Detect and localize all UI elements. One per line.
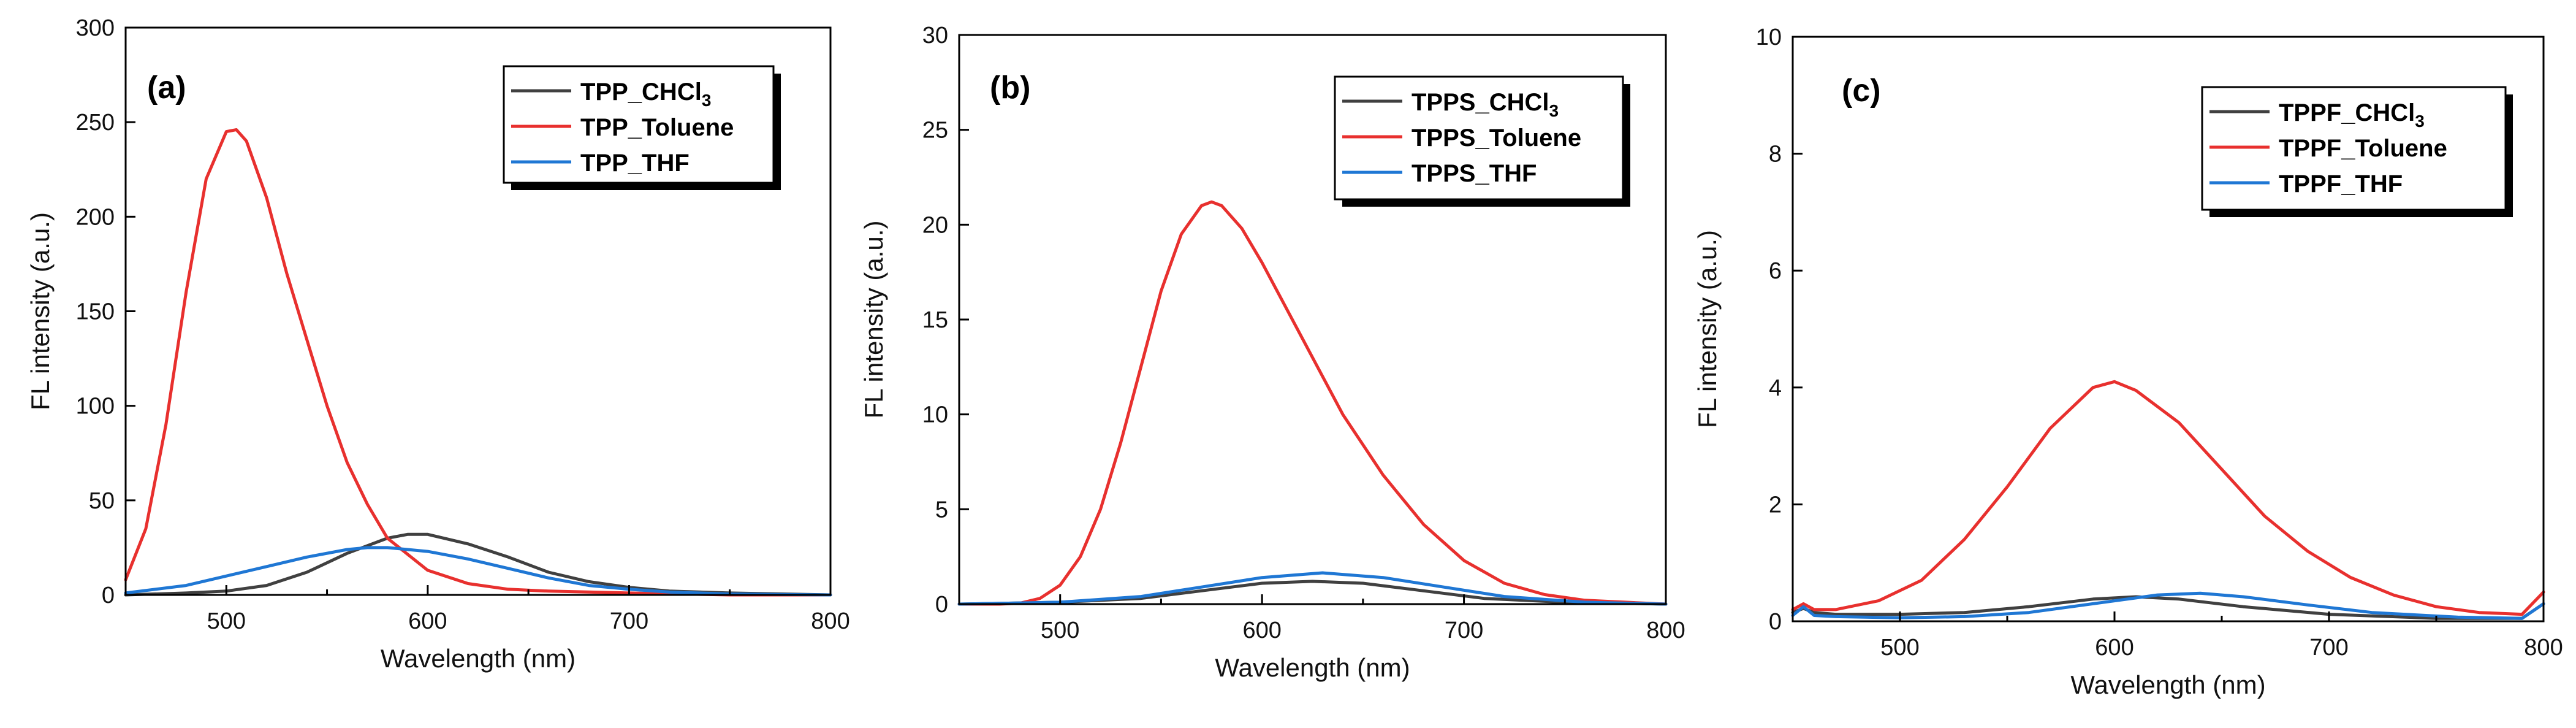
y-tick-label: 300 [76, 15, 115, 41]
x-tick-label: 800 [2524, 635, 2563, 661]
legend-entry: TPPS_THF [1411, 160, 1537, 187]
y-tick-label: 5 [935, 497, 948, 523]
y-axis-label: FL intensity (a.u.) [1693, 230, 1722, 428]
y-tick-label: 200 [76, 204, 115, 230]
y-tick-label: 10 [1756, 25, 1782, 50]
y-tick-label: 6 [1769, 258, 1782, 284]
y-tick-label: 0 [935, 592, 948, 618]
x-tick-label: 800 [811, 608, 849, 634]
legend-entry: TPP_THF [580, 150, 690, 177]
y-axis-label: FL intensity (a.u.) [26, 212, 55, 410]
legend-entry: TPPF_Toluene [2279, 135, 2447, 162]
x-tick-label: 600 [408, 608, 447, 634]
y-axis-label: FL intensity (a.u.) [859, 221, 888, 419]
y-tick-label: 250 [76, 110, 115, 136]
y-tick-label: 50 [89, 488, 115, 514]
panel-3: 500 600 700 800 0 2 4 6 8 10 Wavelength (nm) FL int… [1693, 25, 2563, 699]
series-line-tppf-thf [1791, 591, 2545, 620]
series-line-tpps-toluene [957, 200, 1668, 606]
x-axis-label: Wavelength (nm) [1215, 653, 1410, 682]
legend-entry: TPPS_CHCl3 [1411, 89, 1559, 120]
x-tick-label: 700 [2309, 635, 2348, 661]
legend-entry: TPP_CHCl3 [580, 79, 711, 110]
series-line-tppf-chcl [1791, 595, 2545, 620]
series-line-tppf-toluene [1791, 380, 2545, 616]
x-axis-label: Wavelength (nm) [2070, 670, 2265, 699]
x-tick-label: 600 [2095, 635, 2133, 661]
series-line-tpp-thf [124, 546, 832, 597]
y-tick-label: 100 [76, 394, 115, 420]
y-tick-label: 2 [1769, 492, 1782, 518]
legend-entry: TPPS_Toluene [1411, 125, 1581, 151]
x-tick-label: 500 [1880, 635, 1919, 661]
x-tick-label: 800 [1646, 618, 1685, 643]
y-tick-label: 150 [76, 299, 115, 325]
x-axis-label: Wavelength (nm) [381, 644, 576, 673]
y-tick-label: 4 [1769, 375, 1782, 401]
y-tick-label: 25 [922, 118, 948, 144]
panel-label: (b) [990, 70, 1030, 105]
y-tick-label: 0 [102, 583, 115, 608]
x-tick-label: 700 [1445, 618, 1483, 643]
y-tick-label: 20 [922, 212, 948, 238]
series-line-tpps-thf [957, 571, 1668, 606]
y-tick-label: 10 [922, 402, 948, 428]
x-tick-label: 600 [1242, 618, 1281, 643]
y-tick-label: 0 [1769, 609, 1782, 635]
y-tick-label: 15 [922, 307, 948, 333]
series-line-tpp-chcl [124, 532, 832, 597]
series-line-tpp-toluene [124, 128, 832, 597]
panel-2: 500 600 700 800 0 5 10 15 20 25 30 Wavelength (nm) F… [859, 23, 1685, 682]
panel-1: 500 600 700 800 0 50 100 150 200 250 300 Wavelength… [26, 15, 850, 673]
plot-frame [1791, 36, 2545, 623]
legend-entry: TPPF_THF [2279, 171, 2403, 197]
x-tick-label: 500 [207, 608, 246, 634]
legend-entry: TPPF_CHCl3 [2279, 99, 2425, 131]
y-tick-label: 8 [1769, 142, 1782, 167]
legend-entry: TPP_Toluene [580, 114, 734, 141]
x-tick-label: 700 [610, 608, 648, 634]
x-tick-label: 500 [1041, 618, 1079, 643]
panel-label: (c) [1842, 73, 1881, 109]
y-tick-label: 30 [922, 23, 948, 48]
panel-label: (a) [147, 70, 186, 105]
